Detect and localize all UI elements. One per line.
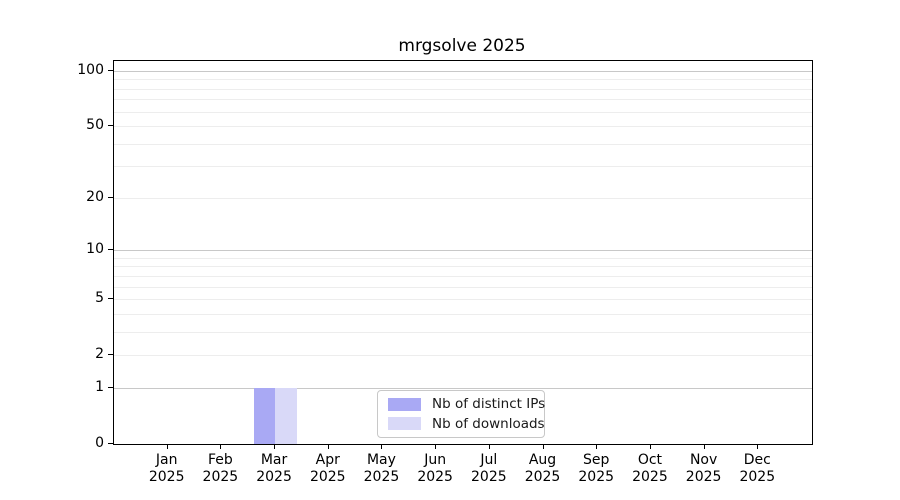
x-axis-tick	[435, 444, 437, 449]
y-axis-tick	[108, 298, 113, 300]
x-label-year: 2025	[739, 469, 776, 485]
y-axis-tick	[108, 249, 113, 251]
x-label-year: 2025	[685, 469, 722, 485]
legend: Nb of distinct IPs Nb of downloads	[377, 390, 545, 438]
x-axis-label: May 2025	[351, 452, 411, 486]
x-axis-label: Jan 2025	[137, 452, 197, 486]
x-label-year: 2025	[578, 469, 615, 485]
bar-distinct-ips	[253, 387, 276, 444]
x-axis-tick	[542, 444, 544, 449]
x-axis-label: Jul 2025	[459, 452, 519, 486]
x-label-month: Jan	[155, 452, 178, 468]
y-axis-label: 1	[95, 378, 104, 395]
legend-item-label: Nb of distinct IPs	[432, 396, 546, 413]
y-axis-tick	[108, 196, 113, 198]
y-axis-label: 10	[86, 241, 104, 258]
y-axis-label: 0	[95, 435, 104, 451]
x-label-month: May	[366, 452, 396, 468]
gridline-minor	[114, 143, 812, 145]
x-axis-tick	[757, 444, 759, 449]
legend-item: Nb of downloads	[388, 416, 545, 433]
y-axis-label: 20	[86, 188, 104, 205]
gridline-minor	[114, 299, 812, 301]
x-label-month: Apr	[315, 452, 340, 468]
x-axis-tick	[381, 444, 383, 449]
gridline-major	[114, 387, 812, 389]
x-axis-tick	[220, 444, 222, 449]
gridline-major	[114, 250, 812, 252]
x-axis-label: Mar 2025	[244, 452, 304, 486]
x-axis-tick	[488, 444, 490, 449]
y-axis-tick	[108, 443, 113, 444]
gridline-minor	[114, 88, 812, 90]
x-label-month: Feb	[207, 452, 233, 468]
x-axis-label: Nov 2025	[674, 452, 734, 486]
x-label-month: Aug	[528, 452, 557, 468]
legend-swatch	[388, 417, 421, 431]
x-axis-tick	[274, 444, 276, 449]
x-axis-label: Aug 2025	[513, 452, 573, 486]
x-label-month: Dec	[743, 452, 771, 468]
x-axis-label: Feb 2025	[190, 452, 250, 486]
legend-swatch	[388, 397, 421, 411]
x-label-year: 2025	[471, 469, 507, 485]
x-label-year: 2025	[148, 469, 185, 485]
x-axis-tick	[596, 444, 598, 449]
y-axis-label: 5	[95, 290, 104, 307]
gridline-minor	[114, 286, 812, 288]
gridline-minor	[114, 257, 812, 259]
x-label-month: Oct	[637, 452, 663, 468]
legend-item: Nb of distinct IPs	[388, 396, 545, 413]
legend-item-label: Nb of downloads	[432, 415, 545, 432]
y-axis-label: 50	[86, 117, 104, 134]
gridline-minor	[114, 331, 812, 333]
gridline-minor	[114, 266, 812, 268]
y-axis-label: 100	[77, 62, 104, 78]
x-label-month: Jun	[424, 452, 447, 468]
gridline-minor	[114, 355, 812, 357]
gridline-minor	[114, 197, 812, 199]
x-label-year: 2025	[417, 469, 453, 485]
chart-title: mrgsolve 2025	[398, 36, 526, 56]
x-axis-tick	[327, 444, 329, 449]
x-label-month: Mar	[260, 452, 288, 468]
y-axis-tick	[108, 70, 113, 71]
gridline-major	[114, 71, 812, 72]
x-axis-label: Sep 2025	[566, 452, 626, 486]
x-label-month: Nov	[689, 452, 718, 468]
x-label-year: 2025	[202, 469, 239, 485]
plot-area	[113, 60, 813, 445]
x-label-year: 2025	[309, 469, 346, 485]
gridline-minor	[114, 313, 812, 315]
x-axis-tick	[649, 444, 651, 449]
gridline-minor	[114, 166, 812, 168]
x-label-year: 2025	[256, 469, 292, 485]
gridline-minor	[114, 126, 812, 128]
gridline-minor	[114, 99, 812, 101]
x-label-year: 2025	[632, 469, 668, 485]
y-axis-label: 2	[95, 346, 104, 363]
x-label-year: 2025	[363, 469, 400, 485]
x-label-month: Jul	[480, 452, 498, 468]
gridline-minor	[114, 275, 812, 277]
y-axis-tick	[108, 125, 113, 127]
x-label-year: 2025	[524, 469, 561, 485]
x-label-month: Sep	[583, 452, 610, 468]
x-axis-label: Apr 2025	[298, 452, 358, 486]
x-axis-tick	[166, 444, 168, 449]
gridline-minor	[114, 111, 812, 113]
bar-downloads	[275, 387, 297, 444]
y-axis-tick	[108, 386, 113, 388]
y-axis-tick	[108, 354, 113, 356]
x-axis-label: Oct 2025	[620, 452, 680, 486]
gridline-minor	[114, 79, 812, 81]
x-axis-label: Dec 2025	[727, 452, 787, 486]
x-axis-label: Jun 2025	[405, 452, 465, 486]
x-axis-tick	[703, 444, 705, 449]
